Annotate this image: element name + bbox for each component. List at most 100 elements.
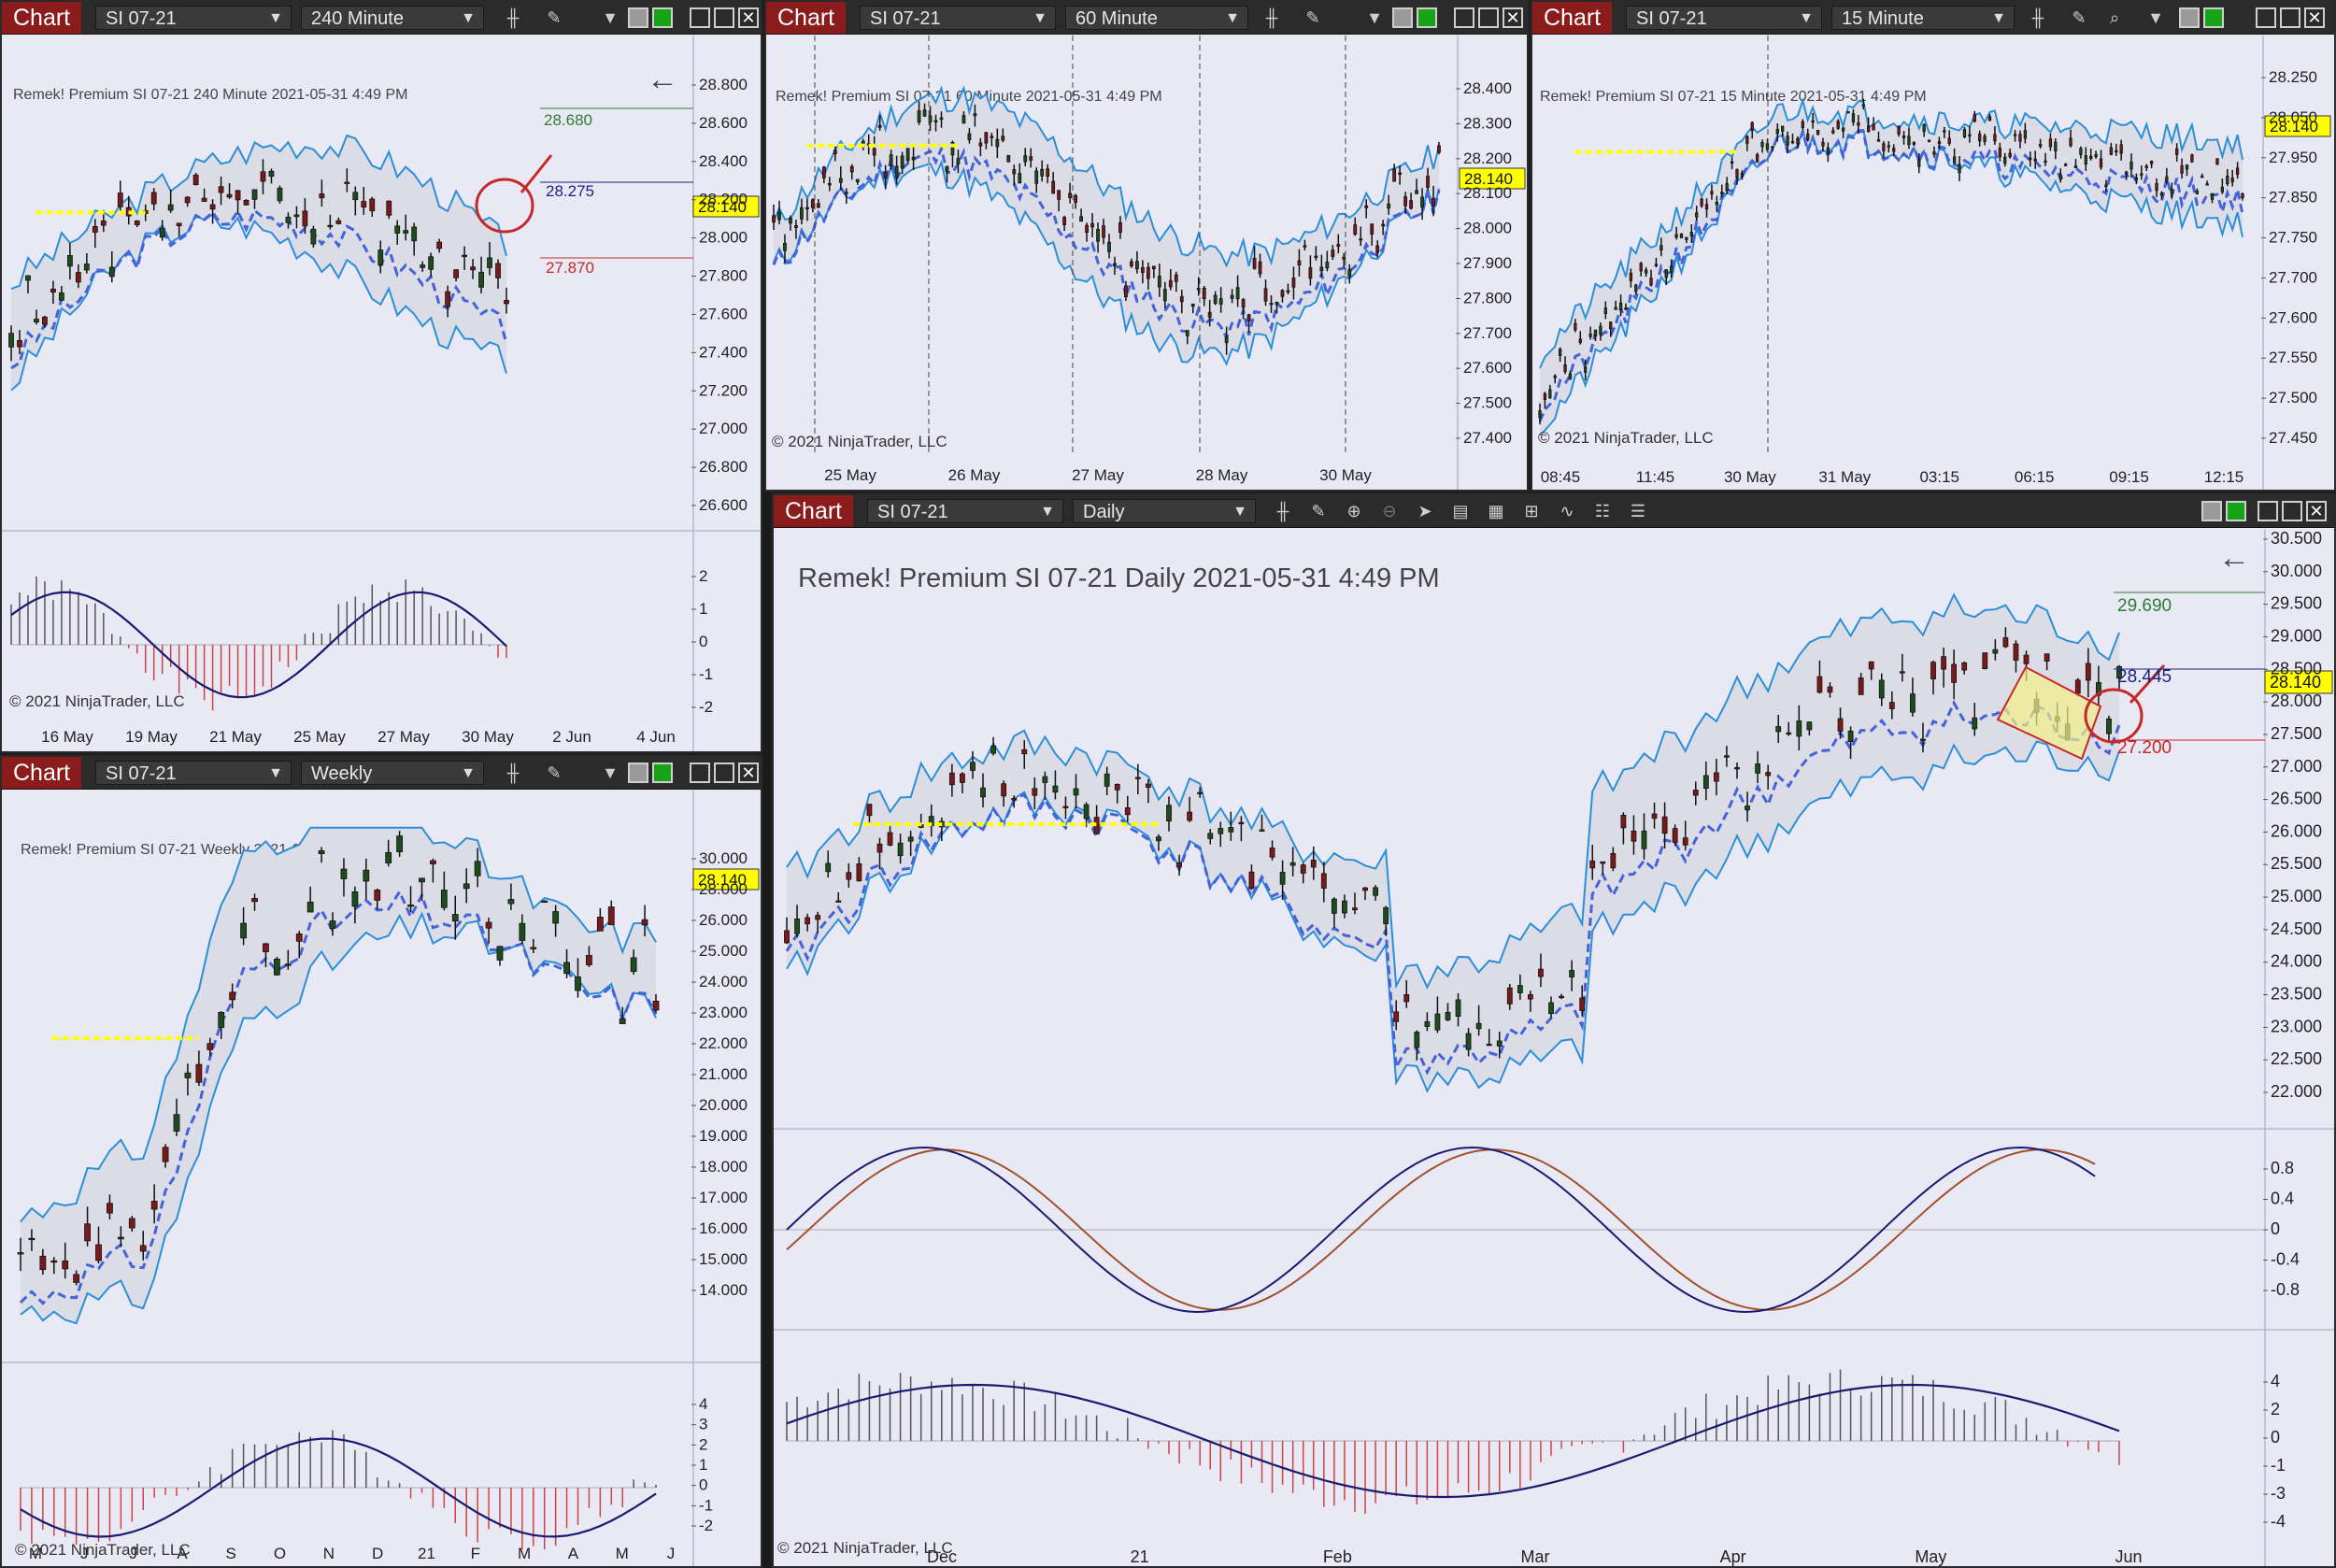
grey-link-button[interactable] <box>628 763 648 783</box>
bar-type-icon[interactable]: ╫ <box>506 763 520 782</box>
data-box-icon[interactable]: ▤ <box>1452 502 1469 520</box>
candle-body <box>1941 656 1946 670</box>
candle-body <box>1589 860 1596 869</box>
drawing-tool-icon[interactable]: ✎ <box>547 8 562 27</box>
instrument-selector[interactable]: SI 07-21 ▼ <box>860 6 1056 30</box>
minimize-button[interactable] <box>1454 7 1474 28</box>
zoom-out-icon[interactable]: ⊖ <box>1382 502 1397 520</box>
zoom-in-icon[interactable]: ⊕ <box>1346 502 1361 520</box>
candle-body <box>1631 830 1637 842</box>
candle-body <box>1992 649 1999 654</box>
interval-selector[interactable]: Weekly ▼ <box>301 761 484 785</box>
instrument-selector[interactable]: SI 07-21 ▼ <box>867 499 1063 523</box>
close-button[interactable]: ✕ <box>1503 7 1523 28</box>
maximize-button[interactable] <box>714 7 734 28</box>
bar-type-icon[interactable]: ╫ <box>1265 8 1278 27</box>
properties-icon[interactable]: ▦ <box>1488 502 1504 520</box>
grey-link-button[interactable] <box>2201 501 2222 521</box>
candle-body <box>897 842 904 857</box>
green-link-button[interactable] <box>1417 7 1437 28</box>
candle-body <box>1827 686 1833 693</box>
candle-body <box>2134 178 2139 180</box>
candle-body <box>95 1244 102 1262</box>
price-chart-240min[interactable]: Remek! Premium SI 07-21 240 Minute 2021-… <box>2 36 761 751</box>
candle-body <box>1314 255 1318 258</box>
close-button[interactable]: ✕ <box>738 763 759 783</box>
interval-selector[interactable]: Daily ▼ <box>1073 499 1256 523</box>
pointer-icon[interactable]: ➤ <box>1417 502 1432 520</box>
stochastic-panel: 0.8 0.4 0 -0.4 -0.8 <box>774 1146 2300 1314</box>
candle-body <box>2215 158 2219 165</box>
chart-tab[interactable]: Chart <box>774 495 854 527</box>
close-button[interactable]: ✕ <box>2306 501 2327 521</box>
minimize-button[interactable] <box>2258 501 2278 521</box>
chart-tab[interactable]: Chart <box>766 2 847 34</box>
maximize-button[interactable] <box>2280 7 2300 28</box>
chevron-down-icon[interactable]: ▼ <box>602 8 619 27</box>
price-chart-weekly[interactable]: Remek! Premium SI 07-21 Weekly 2021-05-3… <box>2 791 761 1566</box>
time-label: 4 Jun <box>636 728 676 746</box>
candle-body <box>1336 244 1341 248</box>
list-icon[interactable]: ☰ <box>1630 502 1646 520</box>
close-button[interactable]: ✕ <box>738 7 759 28</box>
close-button[interactable]: ✕ <box>2304 7 2325 28</box>
chevron-down-icon[interactable]: ▼ <box>1366 8 1383 27</box>
drawing-tool-icon[interactable]: ✎ <box>2072 8 2087 27</box>
minimize-button[interactable] <box>690 763 710 783</box>
time-label: 2 Jun <box>552 728 591 746</box>
candle-body <box>192 174 199 186</box>
interval-selector[interactable]: 60 Minute ▼ <box>1065 6 1248 30</box>
chart-tab[interactable]: Chart <box>2 757 82 789</box>
green-link-button[interactable] <box>652 763 673 783</box>
maximize-button[interactable] <box>2282 501 2302 521</box>
drawing-tool-icon[interactable]: ✎ <box>1311 502 1326 520</box>
candle-body <box>1252 257 1257 269</box>
grey-link-button[interactable] <box>2179 7 2200 28</box>
price-chart-60min[interactable]: Remek! Premium SI 07-21 60 Minute 2021-0… <box>766 36 1527 490</box>
candle-body <box>1750 121 1754 132</box>
chart-trader-icon[interactable]: ⊞ <box>1524 502 1539 520</box>
candle-body <box>1912 142 1916 145</box>
grey-link-button[interactable] <box>1392 7 1413 28</box>
zoom-icon[interactable]: ⌕ <box>2109 8 2120 27</box>
chevron-down-icon[interactable]: ▼ <box>2147 8 2164 27</box>
instrument-selector[interactable]: SI 07-21 ▼ <box>95 6 292 30</box>
bar-type-icon[interactable]: ╫ <box>506 8 520 27</box>
green-link-button[interactable] <box>2226 501 2246 521</box>
maximize-button[interactable] <box>1478 7 1499 28</box>
bar-type-icon[interactable]: ╫ <box>2031 8 2044 27</box>
axis-label: 22.000 <box>699 1034 748 1052</box>
drawing-tool-icon[interactable]: ✎ <box>1305 8 1320 27</box>
arrow-left-icon[interactable]: ← <box>2218 540 2250 576</box>
maximize-button[interactable] <box>714 763 734 783</box>
minimize-button[interactable] <box>690 7 710 28</box>
interval-selector[interactable]: 240 Minute ▼ <box>301 6 484 30</box>
candle-body <box>956 158 961 164</box>
candle-body <box>2002 637 2009 648</box>
candle-body <box>1168 279 1173 288</box>
candle-body <box>805 917 811 925</box>
candle-body <box>451 914 459 922</box>
indicators-icon[interactable]: ∿ <box>1560 502 1574 520</box>
chart-tab[interactable]: Chart <box>2 2 82 34</box>
green-link-button[interactable] <box>2203 7 2224 28</box>
price-chart-daily[interactable]: Remek! Premium SI 07-21 Daily 2021-05-31… <box>774 529 2334 1566</box>
strategies-icon[interactable]: ☷ <box>1594 502 1611 520</box>
target-down-label: 27.870 <box>546 259 594 277</box>
bar-type-icon[interactable]: ╫ <box>1276 502 1289 520</box>
green-link-button[interactable] <box>652 7 673 28</box>
grey-link-button[interactable] <box>628 7 648 28</box>
instrument-selector[interactable]: SI 07-21 ▼ <box>1626 6 1822 30</box>
interval-selector[interactable]: 15 Minute ▼ <box>1831 6 2015 30</box>
instrument-selector[interactable]: SI 07-21 ▼ <box>95 761 292 785</box>
chevron-down-icon[interactable]: ▼ <box>602 763 619 782</box>
arrow-left-icon[interactable]: ← <box>647 62 678 97</box>
axis-label: 26.800 <box>699 458 748 476</box>
candle-body <box>2018 134 2022 142</box>
chart-tab[interactable]: Chart <box>1532 2 1613 34</box>
drawing-tool-icon[interactable]: ✎ <box>547 763 562 782</box>
minimize-button[interactable] <box>2256 7 2276 28</box>
candle-body <box>575 976 581 991</box>
axis-label: 23.000 <box>699 1004 748 1021</box>
price-chart-15min[interactable]: Remek! Premium SI 07-21 15 Minute 2021-0… <box>1532 36 2334 490</box>
